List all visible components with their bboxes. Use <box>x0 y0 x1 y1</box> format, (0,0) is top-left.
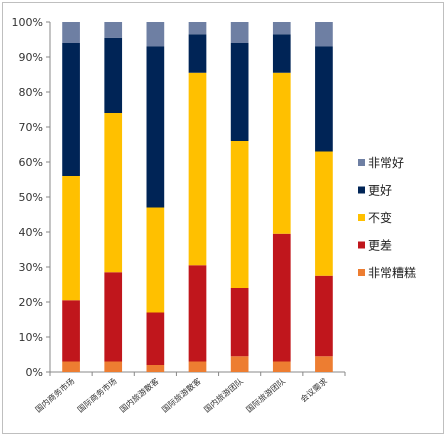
bar-segment <box>62 22 80 43</box>
bar-segment <box>146 207 165 313</box>
bar-segment <box>230 43 249 141</box>
bar-segment <box>188 361 207 372</box>
legend-label: 非常好 <box>368 156 404 170</box>
y-tick-label: 50% <box>19 191 43 204</box>
bar-segment <box>272 34 291 73</box>
legend-swatch <box>358 186 365 194</box>
y-tick-label: 100% <box>12 16 43 29</box>
legend-label: 不变 <box>368 210 392 225</box>
bar-segment <box>315 151 333 276</box>
bar-segment <box>230 22 249 43</box>
bar-segment <box>62 176 80 301</box>
axes: 0% 10% 20% 30% 40% 50% 60% 70% 80% 90% 100% <box>12 16 346 379</box>
bar-segment <box>188 34 207 73</box>
bar-segment <box>188 265 207 362</box>
bar-segment <box>230 141 249 288</box>
bar-segment <box>230 288 249 357</box>
bar-segment <box>146 312 165 365</box>
y-tick-label: 80% <box>19 86 43 99</box>
bar-segment <box>62 361 80 372</box>
x-tick-label: 会议需求 <box>298 376 329 404</box>
bar-segment <box>104 22 123 38</box>
bar-segment <box>272 22 291 35</box>
bar-segment <box>272 361 291 372</box>
bar-segment <box>146 365 165 372</box>
legend-swatch <box>358 269 365 276</box>
bar-segment <box>188 72 207 266</box>
legend-swatch <box>358 214 365 221</box>
y-tick-label: 30% <box>19 261 43 274</box>
bars <box>62 22 333 372</box>
bar-segment <box>230 356 249 372</box>
bar-segment <box>62 300 80 362</box>
y-tick-label: 40% <box>19 226 43 239</box>
bar-segment <box>315 46 333 152</box>
bar-segment <box>272 72 291 234</box>
legend-label: 更差 <box>368 239 392 253</box>
bar-segment <box>104 113 123 273</box>
x-tick-label: 国内商务市场 <box>33 376 76 415</box>
bar-segment <box>188 22 207 35</box>
legend-swatch <box>358 241 365 249</box>
x-tick-label: 国内旅游散客 <box>117 376 160 415</box>
y-tick-label: 10% <box>19 331 43 344</box>
y-tick-label: 90% <box>19 51 43 64</box>
bar-segment <box>315 356 333 372</box>
bar-segment <box>104 361 123 372</box>
legend-label: 更好 <box>368 184 392 198</box>
bar-segment <box>104 272 123 362</box>
x-tick-label: 国际旅游散客 <box>160 376 203 415</box>
y-tick-label: 70% <box>19 121 43 134</box>
bar-segment <box>272 233 291 362</box>
x-axis-labels: 国内商务市场 国际商务市场 国内旅游散客 国际旅游散客 国内旅游团队 国际旅游团队 会议需求 <box>33 376 329 415</box>
legend-label: 非常糟糕 <box>368 265 416 280</box>
bar-segment <box>104 37 123 113</box>
bar-segment <box>146 46 165 208</box>
bar-segment <box>62 43 80 176</box>
x-tick-label: 国际旅游团队 <box>244 376 287 415</box>
x-tick-label: 国内旅游团队 <box>202 376 245 415</box>
y-tick-label: 60% <box>19 156 43 169</box>
x-tick-label: 国际商务市场 <box>75 376 118 415</box>
bar-segment <box>315 22 333 47</box>
legend-swatch <box>358 159 365 166</box>
y-tick-label: 0% <box>26 366 43 379</box>
y-tick-label: 20% <box>19 296 43 309</box>
bar-segment <box>315 275 333 357</box>
bar-segment <box>146 22 165 47</box>
